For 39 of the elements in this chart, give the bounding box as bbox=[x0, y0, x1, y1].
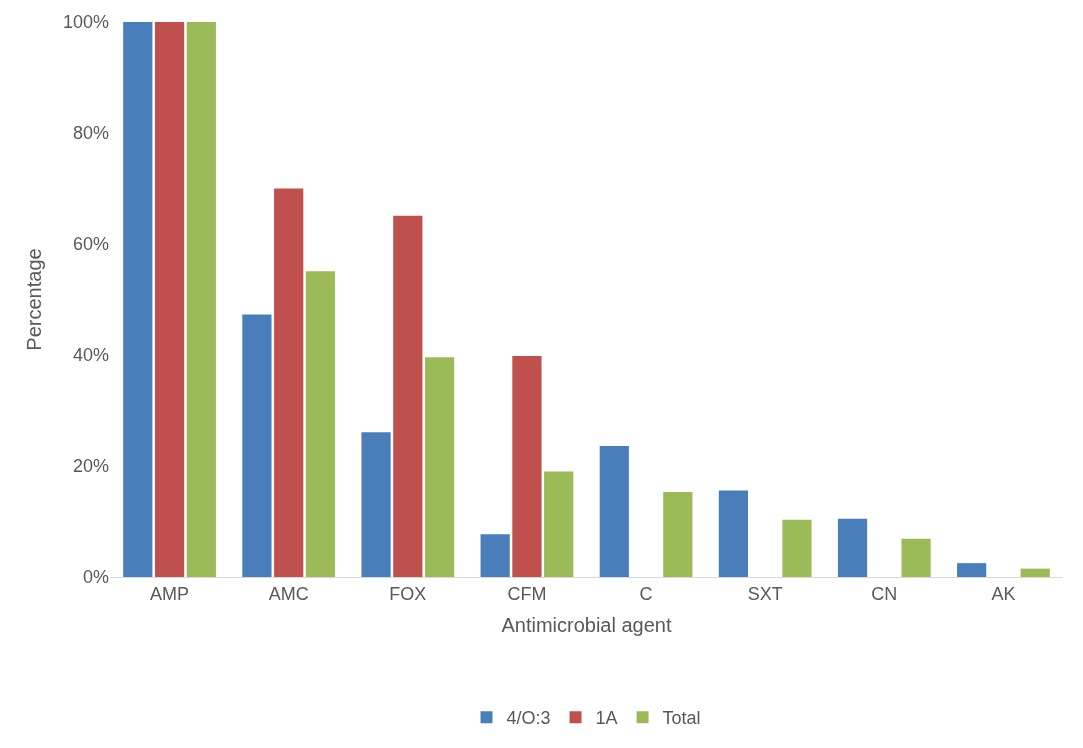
bar bbox=[837, 518, 868, 577]
bar bbox=[663, 492, 693, 577]
y-axis-title: Percentage bbox=[23, 248, 46, 351]
x-tick-label: AK bbox=[991, 583, 1016, 604]
x-tick-label: CFM bbox=[507, 583, 547, 604]
x-axis-title: Antimicrobial agent bbox=[501, 614, 672, 637]
bar bbox=[782, 519, 812, 577]
bar bbox=[901, 538, 931, 577]
y-tick-label: 100% bbox=[62, 12, 109, 33]
bar bbox=[480, 534, 510, 577]
bar bbox=[274, 188, 304, 577]
x-tick-label: FOX bbox=[389, 583, 427, 604]
legend-label: 1A bbox=[595, 708, 618, 729]
bar bbox=[242, 314, 272, 577]
bar bbox=[424, 357, 455, 577]
bar bbox=[123, 22, 153, 577]
y-tick-label: 80% bbox=[72, 123, 109, 144]
bar bbox=[718, 490, 749, 577]
x-tick-label: AMP bbox=[150, 583, 190, 604]
bar bbox=[544, 471, 574, 577]
bar bbox=[305, 271, 336, 577]
x-tick-label: CN bbox=[871, 583, 898, 604]
bar bbox=[599, 446, 629, 577]
legend-label: Total bbox=[662, 708, 701, 729]
bar bbox=[1020, 568, 1050, 577]
x-tick-label: SXT bbox=[747, 583, 783, 604]
legend-label: 4/O:3 bbox=[506, 708, 551, 729]
y-tick-label: 40% bbox=[72, 345, 109, 366]
bar bbox=[154, 22, 185, 577]
x-tick-label: C bbox=[639, 583, 653, 604]
y-tick-label: 60% bbox=[72, 234, 109, 255]
bar bbox=[361, 432, 391, 577]
x-tick-label: AMC bbox=[268, 583, 309, 604]
y-tick-label: 20% bbox=[72, 456, 109, 477]
bar bbox=[512, 356, 542, 577]
y-tick-label: 0% bbox=[82, 567, 109, 588]
bar bbox=[186, 22, 216, 577]
bar bbox=[957, 563, 987, 577]
bar bbox=[393, 215, 423, 577]
